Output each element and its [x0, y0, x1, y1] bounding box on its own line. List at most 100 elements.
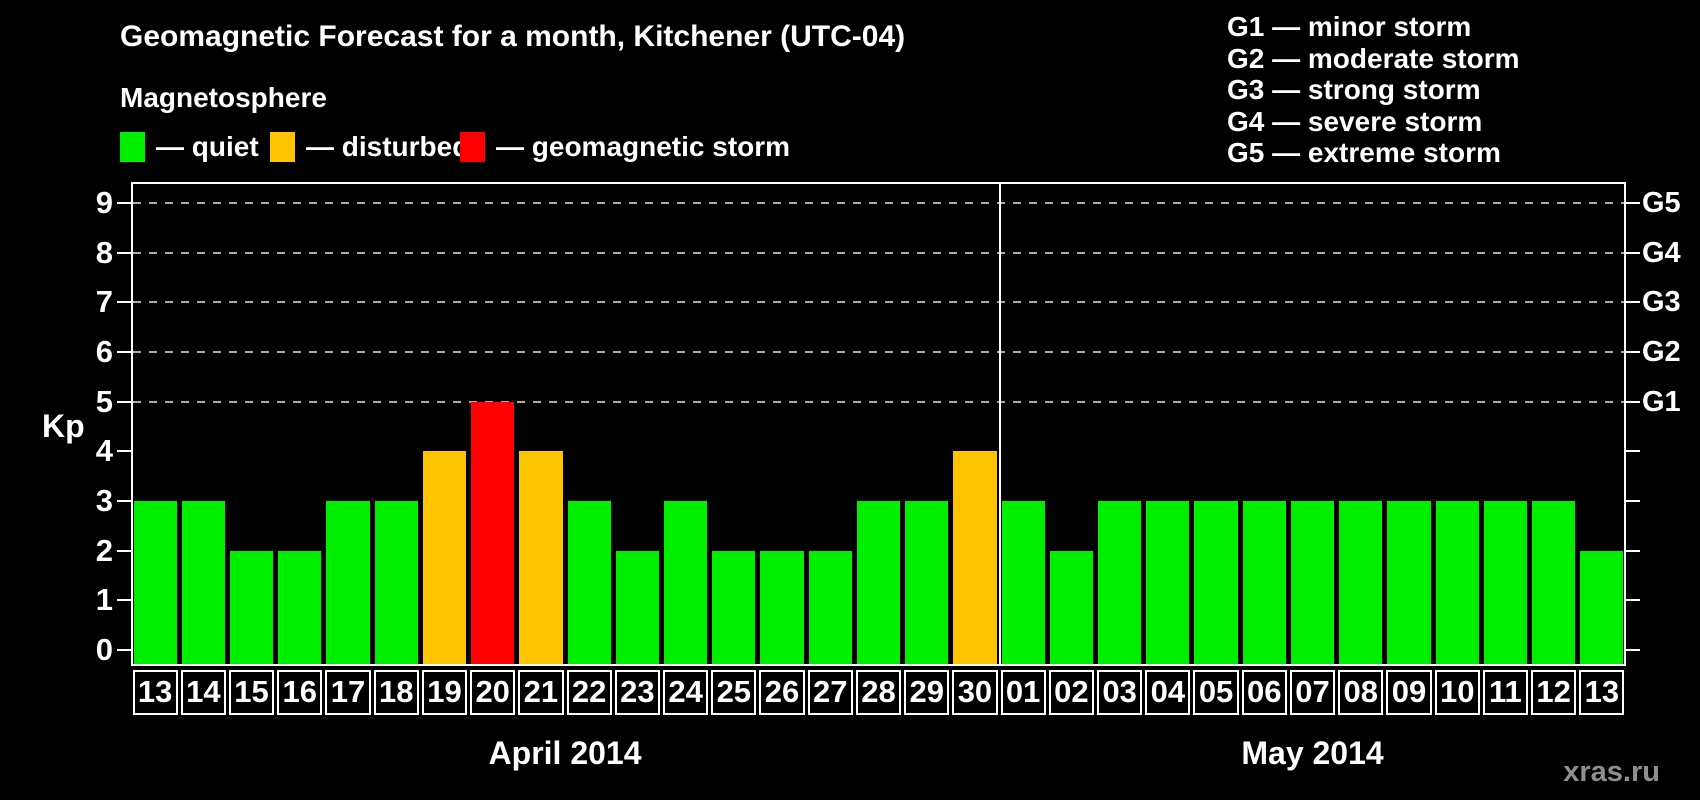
- date-label-april-25: 25: [711, 670, 757, 715]
- date-label-april-14: 14: [180, 670, 226, 715]
- y-tick-left-5: [117, 400, 131, 403]
- date-label-may-13: 13: [1579, 670, 1625, 715]
- y-tick-right-3: [1626, 500, 1640, 502]
- date-label-april-15: 15: [228, 670, 275, 715]
- date-label-april-28: 28: [855, 670, 902, 715]
- y-tick-label-4: 4: [95, 433, 113, 469]
- date-label-may-09: 09: [1386, 670, 1432, 715]
- date-label-april-29: 29: [904, 670, 950, 715]
- gridline-kp6: [133, 351, 1624, 353]
- month-separator: [999, 184, 1002, 664]
- kp-bar-april-16: [278, 550, 322, 664]
- date-label-may-06: 06: [1241, 670, 1287, 715]
- y-tick-right-7: [1626, 301, 1640, 304]
- date-label-may-03: 03: [1097, 670, 1143, 715]
- disturbed-label: — disturbed: [306, 131, 470, 162]
- g4-legend-line: G4 — severe storm: [1227, 105, 1483, 137]
- kp-bar-may-07: [1290, 501, 1335, 664]
- gridline-kp9: [133, 202, 1624, 204]
- y-tick-label-2: 2: [95, 532, 113, 568]
- g1-legend-line: G1 — minor storm: [1227, 11, 1472, 42]
- date-label-may-08: 08: [1338, 670, 1384, 715]
- right-axis-label-g3: G3: [1642, 286, 1681, 319]
- date-label-may-07: 07: [1289, 670, 1336, 715]
- kp-bar-april-29: [905, 501, 949, 664]
- y-tick-left-6: [117, 351, 131, 353]
- y-tick-right-1: [1626, 599, 1640, 602]
- quiet-color-swatch: [120, 132, 145, 162]
- y-tick-label-5: 5: [95, 383, 113, 419]
- y-tick-left-9: [117, 202, 131, 204]
- kp-bar-april-27: [808, 550, 852, 664]
- kp-bar-may-05: [1194, 501, 1238, 664]
- gridline-kp5: [133, 400, 1624, 403]
- kp-bar-april-15: [229, 550, 274, 664]
- watermark: xras.ru: [1563, 756, 1660, 788]
- disturbed-color-swatch: [270, 132, 295, 162]
- date-label-may-12: 12: [1531, 670, 1577, 715]
- kp-bar-april-28: [856, 501, 901, 664]
- g3-legend-line: G3 — strong storm: [1227, 74, 1481, 105]
- date-label-april-18: 18: [373, 670, 419, 715]
- date-label-april-17: 17: [325, 670, 371, 715]
- date-label-april-21: 21: [518, 670, 564, 715]
- kp-bar-may-09: [1387, 501, 1431, 664]
- kp-bar-april-20: [471, 401, 515, 664]
- date-label-april-27: 27: [807, 670, 853, 715]
- y-tick-label-7: 7: [95, 284, 113, 320]
- y-tick-left-4: [117, 450, 131, 453]
- g5-legend-line: G5 — extreme storm: [1227, 137, 1501, 168]
- y-tick-right-2: [1626, 549, 1640, 552]
- y-tick-right-9: [1626, 202, 1640, 204]
- date-label-april-30: 30: [952, 670, 998, 715]
- gridline-kp8: [133, 251, 1624, 254]
- kp-bar-april-26: [760, 550, 804, 664]
- y-tick-label-1: 1: [95, 582, 113, 618]
- date-label-may-11: 11: [1482, 670, 1529, 715]
- kp-bar-may-13: [1580, 550, 1624, 664]
- legend-item-quiet: — quiet: [120, 132, 259, 162]
- y-tick-label-9: 9: [95, 185, 113, 220]
- y-tick-right-8: [1626, 251, 1640, 254]
- y-tick-label-8: 8: [95, 234, 113, 270]
- y-tick-label-0: 0: [95, 632, 113, 667]
- month-label-april: April 2014: [488, 735, 642, 771]
- storm-label: — geomagnetic storm: [496, 131, 791, 162]
- kp-bar-may-01: [1001, 501, 1045, 664]
- kp-bar-may-06: [1242, 501, 1286, 664]
- kp-bar-april-18: [374, 501, 418, 664]
- y-tick-right-5: [1626, 400, 1640, 403]
- kp-bar-april-14: [181, 501, 225, 664]
- y-tick-right-0: [1626, 649, 1640, 651]
- legend-item-storm: — geomagnetic storm: [460, 132, 790, 162]
- kp-bar-april-19: [422, 451, 467, 664]
- y-tick-left-3: [117, 500, 131, 502]
- kp-bar-may-04: [1146, 501, 1190, 664]
- date-label-may-01: 01: [1000, 670, 1046, 715]
- kp-bar-april-21: [519, 451, 563, 664]
- y-tick-label-6: 6: [95, 334, 113, 369]
- magnetosphere-legend-title: Magnetosphere: [120, 82, 327, 113]
- kp-bar-april-17: [326, 501, 370, 664]
- date-label-april-24: 24: [662, 670, 709, 715]
- kp-bar-may-12: [1532, 501, 1576, 664]
- date-label-april-13: 13: [132, 670, 178, 715]
- y-tick-right-4: [1626, 450, 1640, 453]
- kp-bar-may-10: [1435, 501, 1479, 664]
- kp-bar-april-25: [712, 550, 756, 664]
- right-axis-label-g4: G4: [1642, 236, 1681, 269]
- date-label-april-20: 20: [470, 670, 516, 715]
- y-tick-label-3: 3: [95, 483, 113, 518]
- right-axis-label-g1: G1: [1642, 385, 1681, 418]
- date-label-may-05: 05: [1193, 670, 1239, 715]
- y-tick-left-0: [117, 649, 131, 651]
- y-tick-right-6: [1626, 351, 1640, 353]
- date-label-april-19: 19: [421, 670, 468, 715]
- kp-bar-may-02: [1049, 550, 1093, 664]
- date-label-april-26: 26: [759, 670, 805, 715]
- date-label-april-23: 23: [614, 670, 660, 715]
- storm-color-swatch: [460, 132, 485, 162]
- kp-bar-may-08: [1339, 501, 1383, 664]
- kp-bar-april-24: [663, 501, 708, 664]
